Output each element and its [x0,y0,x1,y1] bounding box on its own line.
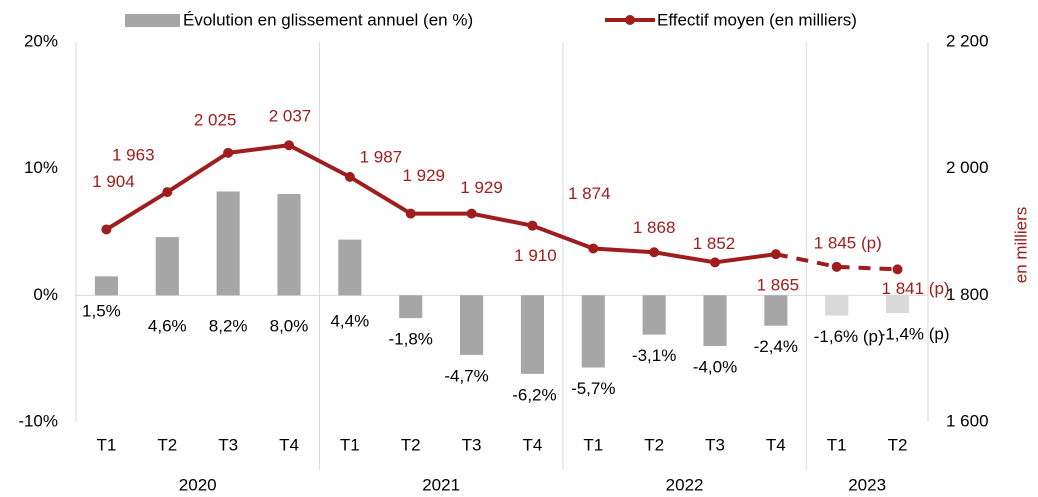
line-marker [405,208,416,219]
line-label: 1 845 (p) [814,233,882,252]
line-marker [649,247,660,258]
bar-label: -4,0% [693,357,737,376]
x-tick-label: T2 [157,435,177,454]
y2-axis-label: en milliers [1011,207,1030,284]
line-label: 1 868 [633,218,676,237]
line-marker [284,140,294,151]
bar [277,194,301,296]
bar [216,191,240,296]
x-tick-label: T2 [888,435,908,454]
line-marker [527,220,538,231]
bar-label: -2,4% [754,337,798,356]
x-group-label: 2021 [422,475,460,494]
line-label: 2 025 [194,110,237,129]
line-label: 1 929 [402,166,445,185]
x-tick-label: T4 [766,435,786,454]
y2-tick-label: 1 600 [946,411,989,430]
line-marker [162,187,173,198]
x-tick-label: T2 [644,435,664,454]
bar-label: -6,2% [512,385,556,404]
x-group-label: 2022 [666,475,704,494]
bar [520,295,544,374]
line-label: 1 852 [693,234,736,253]
bar-label: 1,5% [82,301,121,320]
bar-label: 4,6% [148,316,187,335]
legend-swatch [625,15,635,25]
bar-label: 8,2% [209,316,248,335]
legend-swatch [125,14,180,27]
y2-tick-label: 1 800 [946,285,989,304]
legend-label: Évolution en glissement annuel (en %) [183,10,473,29]
x-group-label: 2023 [848,475,886,494]
line-marker [223,147,234,158]
x-tick-label: T4 [523,435,543,454]
line-label: 1 841 (p) [882,279,950,298]
bar [825,295,849,316]
bar-label: -1,6% (p) [814,327,884,346]
x-tick-label: T1 [827,435,847,454]
x-tick-label: T1 [97,435,117,454]
x-tick-label: T2 [401,435,421,454]
line-label: 1 910 [514,246,557,265]
y-tick-label: 10% [24,158,58,177]
bar [764,295,788,326]
bar [886,295,910,314]
legend-label: Effectif moyen (en milliers) [657,10,857,29]
bar [94,276,118,296]
y-tick-label: -10% [18,411,58,430]
x-group-label: 2020 [179,475,217,494]
bar-label: -5,7% [571,379,615,398]
line-marker [770,249,781,260]
x-tick-label: T1 [583,435,603,454]
line-label: 1 963 [112,146,155,165]
bar-label: 4,4% [330,311,369,330]
bar-label: -3,1% [632,346,676,365]
line-marker [588,243,599,254]
x-tick-label: T3 [462,435,482,454]
bar [581,295,605,368]
bar-label: 8,0% [270,316,309,335]
bar-label: -1,8% [389,330,433,349]
bar [155,237,179,296]
x-tick-label: T3 [218,435,238,454]
line-marker [466,208,477,219]
line-label: 1 865 [757,276,800,295]
line-marker [892,264,903,275]
y-tick-label: 0% [33,285,58,304]
y-tick-label: 20% [24,31,58,50]
line-label: 1 929 [460,178,503,197]
x-tick-label: T1 [340,435,360,454]
line-marker [710,257,720,268]
line-marker [344,171,355,182]
x-tick-label: T4 [279,435,299,454]
y2-tick-label: 2 000 [946,158,989,177]
line-label: 1 987 [360,147,403,166]
line-label: 2 037 [269,107,312,126]
line-marker [101,224,112,235]
bar-label: -1,4% (p) [880,325,950,344]
bar-label: -4,7% [444,366,488,385]
bar [338,239,362,296]
x-tick-label: T3 [705,435,725,454]
line [105,143,777,265]
line-label: 1 874 [568,184,611,203]
bar [703,295,727,346]
bar [642,295,666,335]
line-label: 1 904 [92,172,135,191]
bar [399,295,423,319]
bar [460,295,484,355]
y2-tick-label: 2 200 [946,31,989,50]
line-marker [831,261,842,272]
